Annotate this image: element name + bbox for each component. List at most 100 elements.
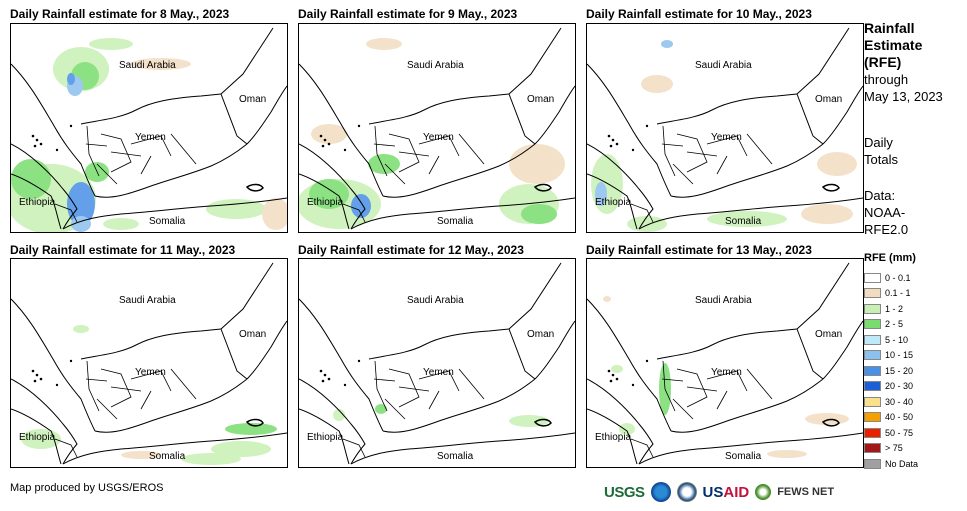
noaa-logo-icon: [650, 482, 671, 502]
legend-item: 50 - 75: [864, 425, 918, 441]
label-oman: Oman: [815, 329, 842, 340]
legend-swatch: [864, 365, 881, 376]
legend-label: > 75: [885, 443, 903, 454]
legend-label: 30 - 40: [885, 396, 914, 407]
label-somalia: Somalia: [725, 216, 762, 227]
legend-swatch: [864, 381, 881, 392]
title-line-1: Rainfall: [864, 20, 915, 36]
panel-title-5: Daily Rainfall estimate for 12 May., 202…: [298, 243, 524, 257]
legend-swatch: [864, 427, 881, 438]
legend-item: 10 - 15: [864, 348, 918, 364]
label-yemen: Yemen: [711, 132, 742, 143]
label-yemen: Yemen: [423, 367, 454, 378]
legend: 0 - 0.1 0.1 - 1 1 - 2 2 - 5 5 - 10 10 - 15 15 …: [864, 270, 918, 472]
fews-net-icon: [755, 484, 772, 500]
legend-swatch: [864, 334, 881, 345]
legend-label: 0 - 0.1: [885, 272, 911, 283]
label-ethiopia: Ethiopia: [307, 432, 344, 443]
panel-title-2: Daily Rainfall estimate for 9 May., 2023: [298, 7, 518, 21]
legend-item: No Data: [864, 456, 918, 472]
legend-swatch: [864, 443, 881, 454]
rainfall-map-4: Saudi Arabia Oman Yemen Ethiopia Somalia: [10, 258, 288, 468]
legend-label: 40 - 50: [885, 412, 914, 423]
panel-title-3: Daily Rainfall estimate for 10 May., 202…: [586, 7, 812, 21]
data-line-3: RFE2.0: [864, 222, 909, 237]
legend-swatch: [864, 396, 881, 407]
data-source: Data: NOAA- RFE2.0: [864, 187, 908, 238]
through-text: through: [864, 72, 909, 87]
label-saudi-arabia: Saudi Arabia: [695, 60, 752, 71]
label-ethiopia: Ethiopia: [19, 197, 56, 208]
legend-label: 15 - 20: [885, 365, 914, 376]
legend-label: 1 - 2: [885, 303, 904, 314]
label-somalia: Somalia: [149, 216, 186, 227]
fews-net-logo: FEWS NET: [777, 486, 835, 498]
label-somalia: Somalia: [437, 451, 474, 462]
legend-label: 20 - 30: [885, 381, 914, 392]
rainfall-map-3: Saudi Arabia Oman Yemen Ethiopia Somalia: [586, 23, 864, 233]
legend-swatch: [864, 319, 881, 330]
label-oman: Oman: [815, 94, 842, 105]
label-ethiopia: Ethiopia: [595, 197, 632, 208]
label-somalia: Somalia: [149, 451, 186, 462]
usaid-seal-icon: [676, 482, 697, 502]
legend-swatch: [864, 288, 881, 299]
legend-label: 50 - 75: [885, 427, 914, 438]
rainfall-map-6: Saudi Arabia Oman Yemen Ethiopia Somalia: [586, 258, 864, 468]
legend-item: 5 - 10: [864, 332, 918, 348]
label-ethiopia: Ethiopia: [307, 197, 344, 208]
legend-label: 2 - 5: [885, 319, 904, 330]
label-somalia: Somalia: [437, 216, 474, 227]
legend-swatch: [864, 412, 881, 423]
label-yemen: Yemen: [711, 367, 742, 378]
legend-item: 0.1 - 1: [864, 286, 918, 302]
legend-item: 1 - 2: [864, 301, 918, 317]
legend-swatch: [864, 303, 881, 314]
map-credit: Map produced by USGS/EROS: [10, 482, 164, 494]
label-yemen: Yemen: [423, 132, 454, 143]
label-oman: Oman: [239, 94, 266, 105]
legend-item: 40 - 50: [864, 410, 918, 426]
legend-item: 20 - 30: [864, 379, 918, 395]
through-date: May 13, 2023: [864, 89, 943, 104]
label-ethiopia: Ethiopia: [595, 432, 632, 443]
panel-title-1: Daily Rainfall estimate for 8 May., 2023: [10, 7, 230, 21]
legend-title: RFE (mm): [864, 252, 916, 264]
title-line-3: (RFE): [864, 54, 902, 70]
label-yemen: Yemen: [135, 132, 166, 143]
daily-line-1: Daily: [864, 135, 893, 150]
rainfall-map-2: Saudi Arabia Oman Yemen Ethiopia Somalia: [298, 23, 576, 233]
daily-line-2: Totals: [864, 152, 898, 167]
legend-item: 2 - 5: [864, 317, 918, 333]
legend-item: 15 - 20: [864, 363, 918, 379]
data-line-1: Data:: [864, 188, 896, 203]
legend-swatch: [864, 458, 881, 469]
legend-label: 5 - 10: [885, 334, 909, 345]
legend-label: No Data: [885, 458, 919, 469]
rfe-heading: Rainfall Estimate (RFE) through May 13, …: [864, 20, 943, 105]
label-saudi-arabia: Saudi Arabia: [407, 295, 464, 306]
label-saudi-arabia: Saudi Arabia: [695, 295, 752, 306]
label-yemen: Yemen: [135, 367, 166, 378]
legend-label: 0.1 - 1: [885, 288, 911, 299]
usaid-logo: USAID: [702, 483, 750, 501]
label-oman: Oman: [527, 94, 554, 105]
label-saudi-arabia: Saudi Arabia: [407, 60, 464, 71]
logo-bar: USGS USAID FEWS NET: [604, 479, 834, 505]
label-saudi-arabia: Saudi Arabia: [119, 295, 176, 306]
usgs-logo: USGS: [604, 483, 645, 501]
legend-swatch: [864, 272, 881, 283]
panel-title-4: Daily Rainfall estimate for 11 May., 202…: [10, 243, 236, 257]
label-somalia: Somalia: [725, 451, 762, 462]
legend-item: > 75: [864, 441, 918, 457]
rainfall-map-5: Saudi Arabia Oman Yemen Ethiopia Somalia: [298, 258, 576, 468]
data-line-2: NOAA-: [864, 205, 906, 220]
legend-swatch: [864, 350, 881, 361]
panel-title-6: Daily Rainfall estimate for 13 May., 202…: [586, 243, 812, 257]
label-ethiopia: Ethiopia: [19, 432, 56, 443]
legend-label: 10 - 15: [885, 350, 914, 361]
label-oman: Oman: [239, 329, 266, 340]
legend-item: 30 - 40: [864, 394, 918, 410]
title-line-2: Estimate: [864, 37, 923, 53]
rainfall-map-1: Saudi Arabia Oman Yemen Ethiopia Somalia: [10, 23, 288, 233]
